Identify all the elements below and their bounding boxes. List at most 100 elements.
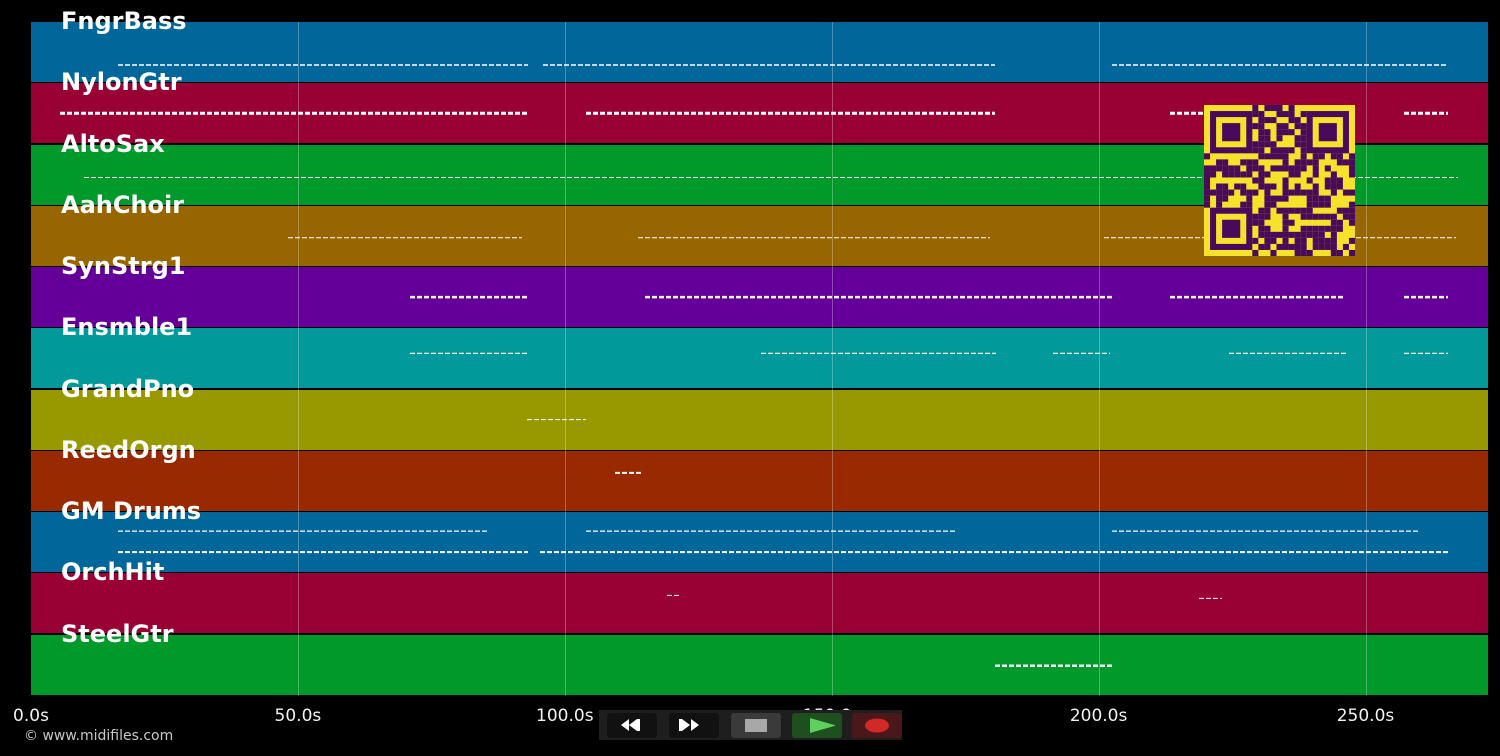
qr-module bbox=[1270, 165, 1277, 172]
qr-module bbox=[1252, 219, 1259, 226]
qr-module bbox=[1258, 213, 1265, 220]
qr-module bbox=[1240, 183, 1247, 190]
qr-module bbox=[1348, 201, 1355, 208]
qr-module bbox=[1300, 165, 1307, 172]
qr-module bbox=[1300, 189, 1307, 196]
qr-module bbox=[1222, 159, 1229, 166]
qr-module bbox=[1288, 171, 1295, 178]
qr-module bbox=[1258, 183, 1265, 190]
track-label: SynStrg1 bbox=[61, 252, 186, 281]
qr-module bbox=[1264, 201, 1271, 208]
qr-module bbox=[1282, 237, 1289, 244]
record-button[interactable] bbox=[852, 713, 902, 738]
time-tick-label: 250.0s bbox=[1336, 706, 1395, 726]
qr-module bbox=[1288, 117, 1295, 124]
time-tick-label: 0.0s bbox=[13, 706, 49, 726]
qr-module bbox=[1222, 123, 1241, 142]
qr-module bbox=[1270, 141, 1277, 148]
qr-module bbox=[1312, 183, 1319, 190]
qr-module bbox=[1300, 159, 1307, 166]
qr-module bbox=[1258, 177, 1265, 184]
stop-button[interactable] bbox=[731, 713, 781, 738]
qr-module bbox=[1210, 171, 1217, 178]
qr-module bbox=[1204, 183, 1211, 190]
qr-module bbox=[1204, 165, 1211, 172]
qr-module bbox=[1270, 105, 1277, 112]
qr-module bbox=[1282, 189, 1289, 196]
qr-module bbox=[1306, 159, 1313, 166]
qr-module bbox=[1294, 141, 1301, 148]
qr-module bbox=[1270, 147, 1277, 154]
qr-module bbox=[1210, 189, 1217, 196]
track-lane bbox=[31, 328, 1488, 389]
qr-module bbox=[1330, 231, 1337, 238]
qr-module bbox=[1324, 165, 1331, 172]
qr-module bbox=[1300, 123, 1307, 130]
fast-forward-button[interactable] bbox=[669, 713, 719, 738]
track-lane bbox=[31, 267, 1488, 328]
qr-module bbox=[1258, 135, 1265, 142]
qr-module bbox=[1300, 243, 1307, 250]
qr-module bbox=[1324, 237, 1331, 244]
track-lane bbox=[31, 22, 1488, 82]
qr-module bbox=[1300, 135, 1307, 142]
qr-module bbox=[1300, 147, 1307, 154]
qr-module bbox=[1204, 195, 1211, 202]
qr-module bbox=[1312, 189, 1319, 196]
qr-module bbox=[1312, 195, 1319, 202]
qr-module bbox=[1282, 195, 1289, 202]
qr-module bbox=[1324, 225, 1331, 232]
qr-module bbox=[1336, 207, 1343, 214]
qr-module bbox=[1276, 129, 1283, 136]
qr-module bbox=[1282, 207, 1289, 214]
qr-module bbox=[1336, 225, 1343, 232]
qr-module bbox=[1342, 159, 1349, 166]
play-button[interactable] bbox=[792, 713, 842, 738]
qr-module bbox=[1282, 231, 1289, 238]
qr-module bbox=[1336, 177, 1343, 184]
qr-module bbox=[1318, 123, 1337, 142]
qr-module bbox=[1234, 165, 1241, 172]
qr-module bbox=[1330, 225, 1337, 232]
track-lane bbox=[31, 389, 1488, 450]
qr-module bbox=[1300, 249, 1307, 256]
qr-module bbox=[1252, 177, 1259, 184]
qr-module bbox=[1234, 183, 1241, 190]
qr-module bbox=[1300, 231, 1307, 238]
qr-module bbox=[1312, 243, 1319, 250]
qr-module bbox=[1216, 159, 1223, 166]
qr-module bbox=[1276, 111, 1283, 118]
qr-module bbox=[1270, 183, 1277, 190]
qr-module bbox=[1318, 213, 1325, 220]
qr-module bbox=[1330, 249, 1337, 256]
qr-module bbox=[1288, 111, 1295, 118]
qr-module bbox=[1282, 219, 1289, 226]
qr-module bbox=[1276, 231, 1283, 238]
qr-module bbox=[1300, 237, 1307, 244]
qr-module bbox=[1252, 147, 1259, 154]
qr-module bbox=[1228, 189, 1235, 196]
qr-module bbox=[1264, 129, 1271, 136]
qr-module bbox=[1222, 183, 1229, 190]
qr-module bbox=[1246, 159, 1253, 166]
qr-module bbox=[1318, 153, 1325, 160]
copyright-text: © www.midifiles.com bbox=[24, 728, 174, 744]
qr-module bbox=[1264, 141, 1271, 148]
qr-module bbox=[1336, 153, 1343, 160]
track-label: NylonGtr bbox=[61, 68, 182, 97]
qr-module bbox=[1228, 171, 1235, 178]
qr-module bbox=[1312, 237, 1319, 244]
qr-module bbox=[1306, 177, 1313, 184]
qr-module bbox=[1270, 249, 1277, 256]
time-tick-label: 50.0s bbox=[274, 706, 322, 726]
qr-module bbox=[1300, 141, 1307, 148]
qr-module bbox=[1300, 207, 1307, 214]
qr-module bbox=[1264, 105, 1271, 112]
qr-module bbox=[1282, 183, 1289, 190]
qr-module bbox=[1252, 141, 1259, 148]
qr-module bbox=[1294, 237, 1301, 244]
qr-module bbox=[1324, 213, 1331, 220]
qr-module bbox=[1240, 201, 1247, 208]
rewind-button[interactable] bbox=[607, 713, 657, 738]
qr-module bbox=[1264, 231, 1271, 238]
